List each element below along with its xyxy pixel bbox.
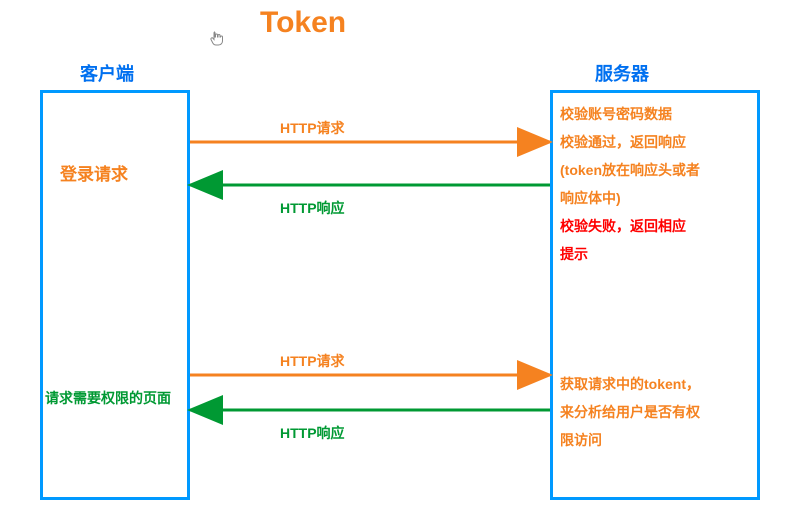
arrow-label-0: HTTP请求 (280, 118, 345, 138)
diagram-title: Token (260, 6, 346, 40)
hand-cursor-icon (208, 30, 224, 46)
client-header: 客户端 (80, 60, 134, 86)
arrow-label-2: HTTP请求 (280, 351, 345, 371)
response-line: 获取请求中的tokent， (560, 370, 700, 398)
login-request-label: 登录请求 (60, 160, 128, 185)
arrow-label-1: HTTP响应 (280, 198, 345, 218)
response-line: 限访问 (560, 426, 700, 454)
response-line: 来分析给用户是否有权 (560, 398, 700, 426)
response-line: 响应体中) (560, 184, 700, 212)
server-response-1: 校验账号密码数据校验通过，返回响应(token放在响应头或者响应体中)校验失败，… (560, 100, 700, 268)
server-header: 服务器 (595, 60, 649, 86)
arrow-label-3: HTTP响应 (280, 423, 345, 443)
response-line: (token放在响应头或者 (560, 156, 700, 184)
response-line: 校验失败，返回相应 (560, 212, 700, 240)
response-line: 提示 (560, 240, 700, 268)
response-line: 校验通过，返回响应 (560, 128, 700, 156)
response-line: 校验账号密码数据 (560, 100, 700, 128)
server-response-2: 获取请求中的tokent，来分析给用户是否有权限访问 (560, 370, 700, 454)
auth-page-label: 请求需要权限的页面 (45, 388, 171, 408)
client-box (40, 90, 190, 500)
